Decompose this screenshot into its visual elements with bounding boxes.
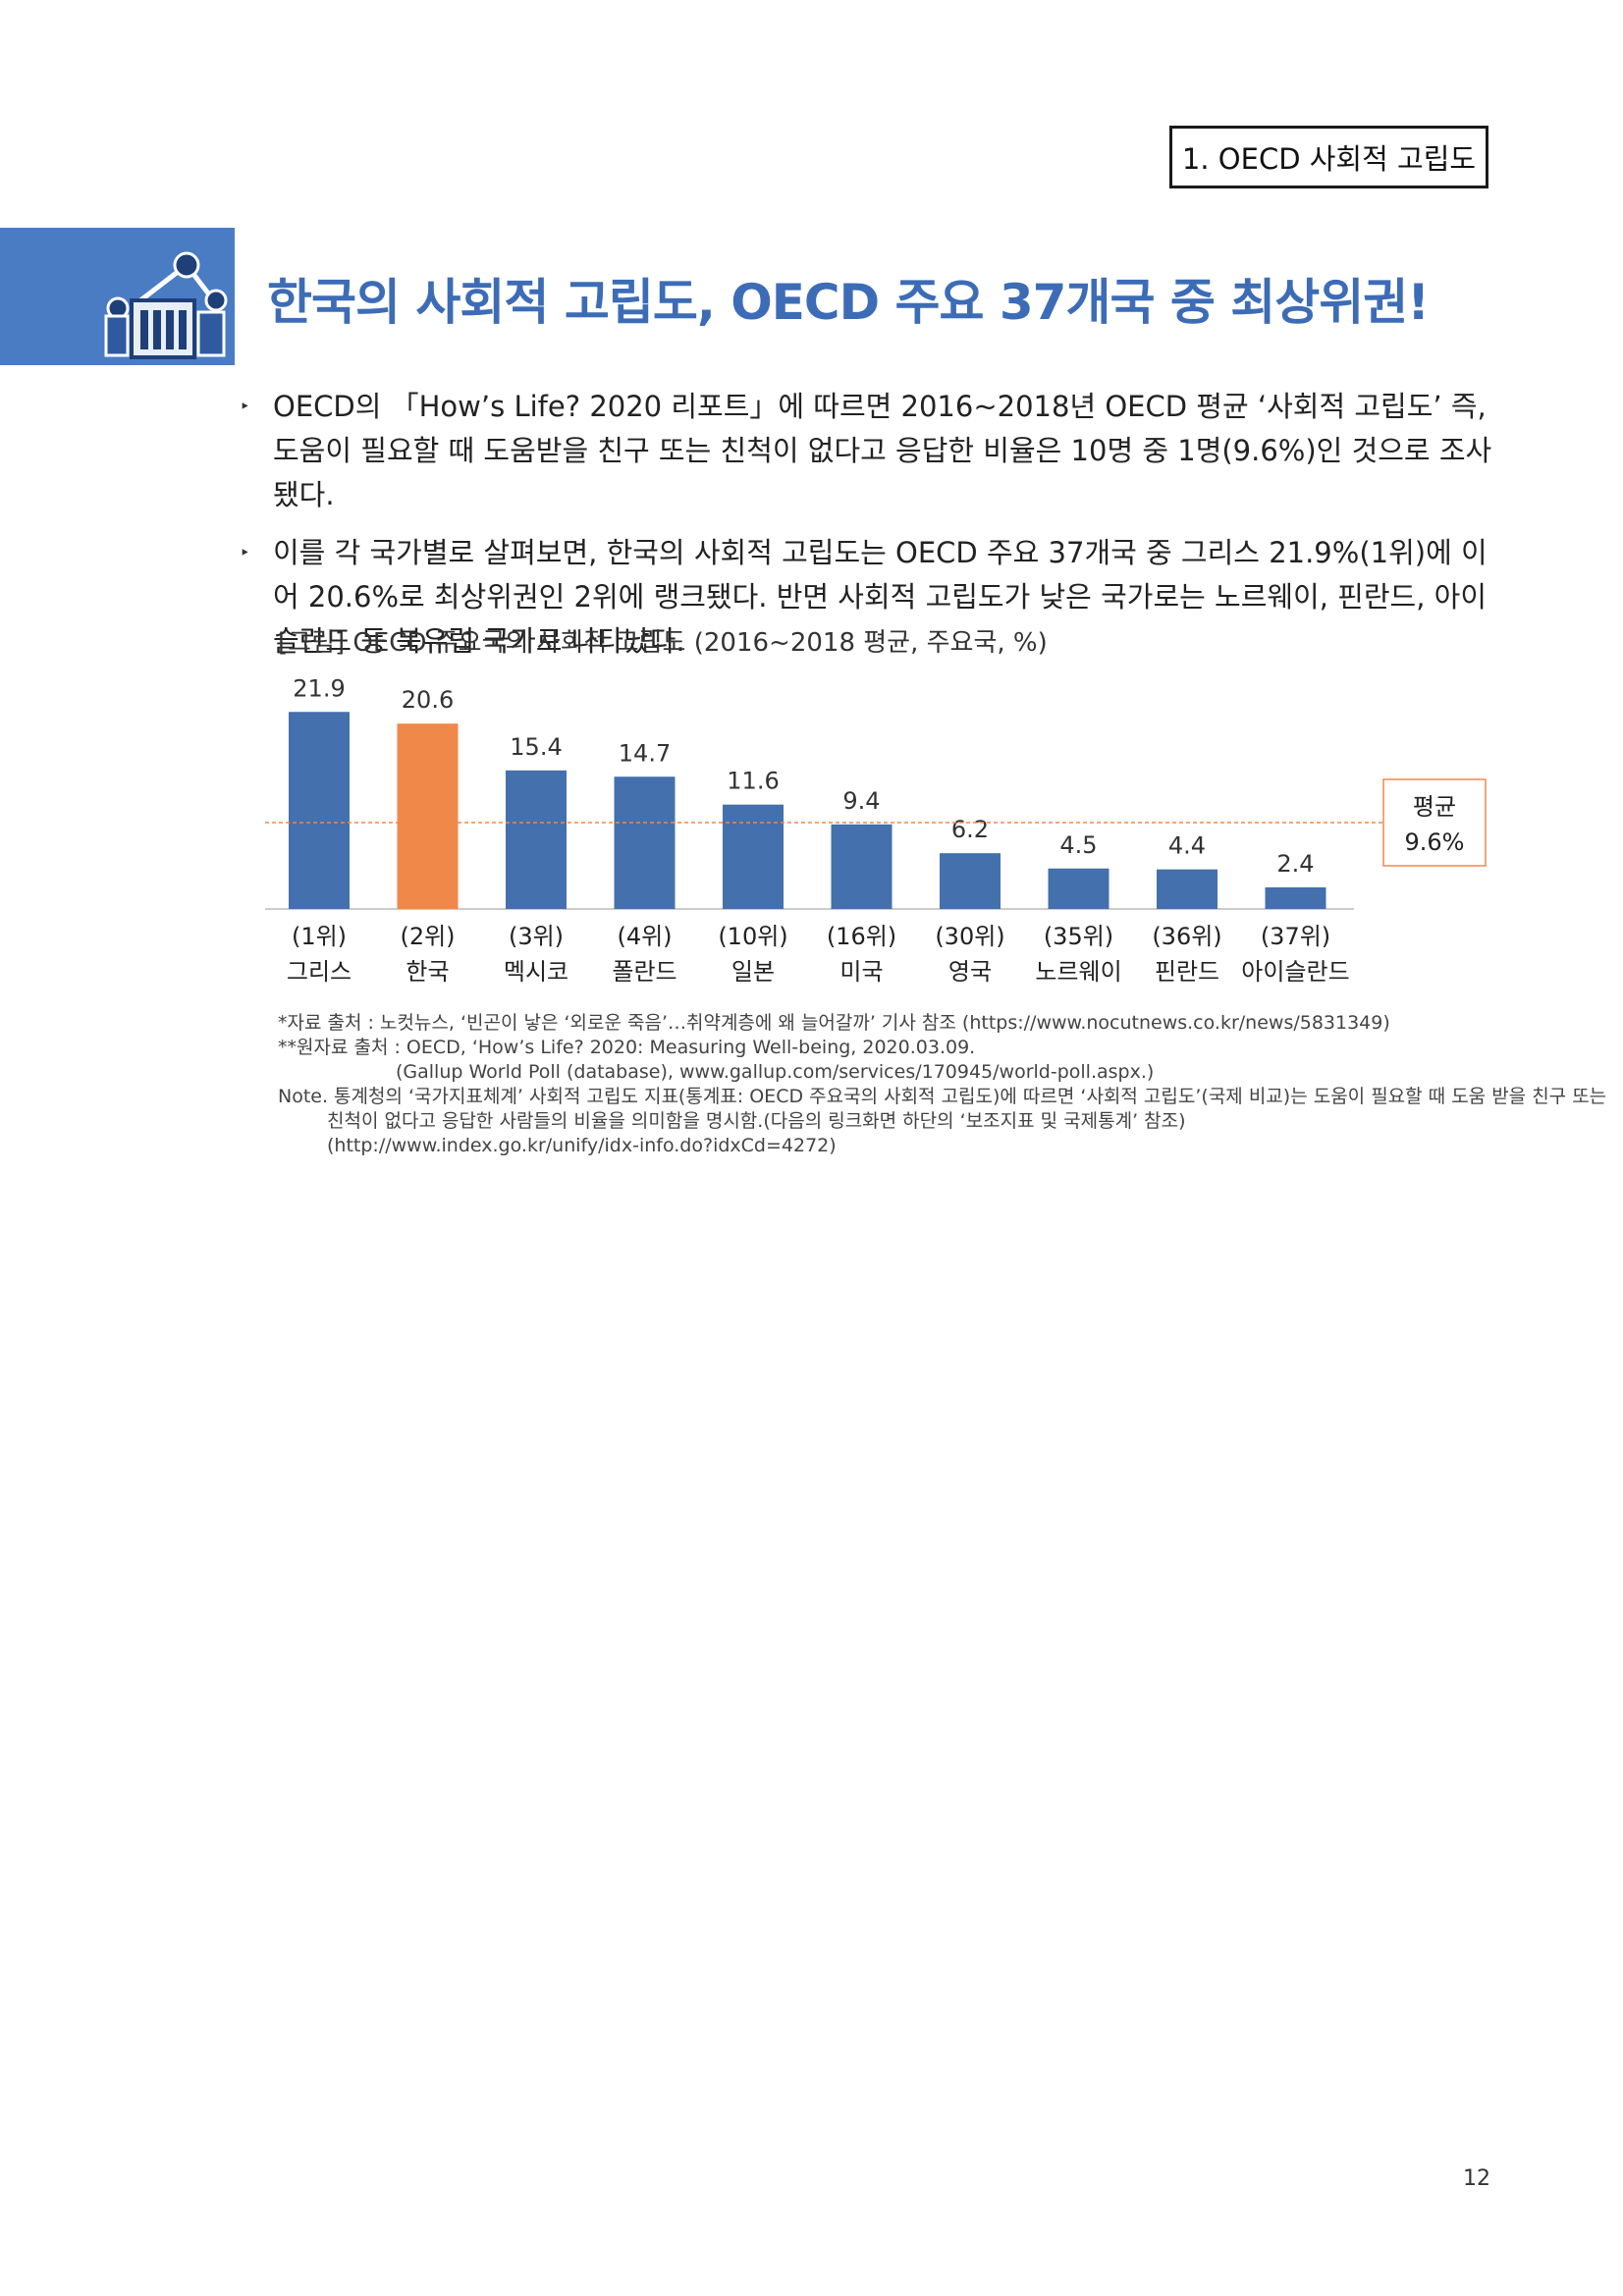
note-line: (http://www.index.go.kr/unify/idx-info.d… [327,1135,837,1156]
bullet-arrow-icon: ‣ [240,397,250,417]
bar-value-label: 11.6 [727,768,779,795]
note-line: 친척이 없다고 응답한 사람들의 비율을 의미함을 명시함.(다음의 링크화면 … [327,1110,1186,1132]
bullet-text: 이를 각 국가별로 살펴보면, 한국의 사회적 고립도는 OECD 주요 37개… [273,536,1488,658]
average-label-box [1382,778,1487,867]
note-line: *자료 출처 : 노컷뉴스, ‘빈곤이 낳은 ‘외로운 죽음’…취약계층에 왜 … [278,1012,1390,1034]
note-line: (Gallup World Poll (database), www.gallu… [396,1061,1155,1083]
bar [1265,887,1326,909]
rank-label: (4위) [617,923,672,950]
bullet-text: OECD의 「How’s Life? 2020 리포트」에 따르면 2016~2… [273,390,1492,511]
rank-label: (3위) [509,923,564,950]
bar-value-label: 21.9 [293,674,345,702]
average-label-value: 9.6% [1405,828,1465,856]
rank-label: (1위) [292,923,347,950]
category-label: 멕시코 [504,958,568,986]
bar-value-label: 4.5 [1059,831,1097,859]
bar [940,853,1001,909]
bar [1048,868,1109,909]
rank-label: (2위) [400,923,455,950]
figure-caption: [그림] OECD 주요국의 사회적 고립도 (2016~2018 평균, 주요… [278,628,1048,658]
network-building-icon [104,251,228,359]
bar-value-label: 6.2 [951,816,989,843]
bullet-list: ‣ OECD의 「How’s Life? 2020 리포트」에 따르면 2016… [236,385,1492,677]
rank-label: (35위) [1044,923,1113,950]
bar-value-label: 2.4 [1276,850,1314,878]
note-line: **원자료 출처 : OECD, ‘How’s Life? 2020: Meas… [278,1037,976,1058]
bar-value-label: 9.4 [842,787,880,815]
bar-value-label: 20.6 [402,686,454,714]
bar-value-label: 14.7 [619,739,671,767]
category-label: 핀란드 [1155,958,1219,986]
bullet-item: ‣ OECD의 「How’s Life? 2020 리포트」에 따르면 2016… [236,385,1492,517]
bar [723,804,784,909]
bar [397,723,459,909]
note-line: Note. 통계청의 ‘국가지표체계’ 사회적 고립도 지표(통계표: OECD… [278,1086,1607,1107]
bar [1157,869,1217,909]
rank-label: (36위) [1152,923,1221,950]
bar [614,776,676,909]
page-number: 12 [1463,2166,1490,2191]
bar [506,770,567,909]
category-label: 노르웨이 [1035,958,1121,986]
bar-value-label: 15.4 [510,733,562,761]
bullet-item: ‣ 이를 각 국가별로 살펴보면, 한국의 사회적 고립도는 OECD 주요 3… [236,531,1492,664]
category-label: 폴란드 [612,958,676,986]
rank-label: (10위) [718,923,787,950]
category-label: 일본 [731,958,775,986]
category-label: 아이슬란드 [1241,958,1349,986]
bar [289,712,350,909]
source-notes: *자료 출처 : 노컷뉴스, ‘빈곤이 낳은 ‘외로운 죽음’…취약계층에 왜 … [278,1011,1607,1158]
category-label: 미국 [839,958,883,986]
bar [831,824,893,909]
rank-label: (30위) [935,923,1004,950]
bar-value-label: 4.4 [1168,832,1206,860]
section-label: 1. OECD 사회적 고립도 [1169,126,1488,188]
bar-chart: 21.9 (1위) 그리스 20.6 (2위) 한국 15.4 (3위) 멕시코 14.7 (4위)… [265,674,1487,986]
rank-label: (16위) [827,923,896,950]
bullet-arrow-icon: ‣ [240,543,250,563]
rank-label: (37위) [1261,923,1330,950]
average-label-title: 평균 [1413,793,1456,821]
page-title: 한국의 사회적 고립도, OECD 주요 37개국 중 최상위권! [267,274,1430,331]
category-label: 한국 [406,958,449,986]
category-label: 영국 [948,958,992,986]
category-label: 그리스 [287,958,352,986]
